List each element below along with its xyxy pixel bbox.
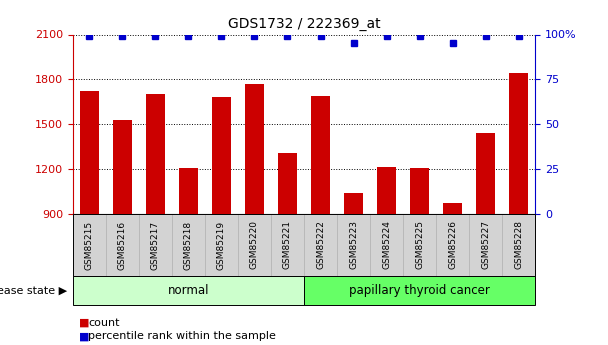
Bar (443, 204, 461, 214)
Text: GSM85216: GSM85216 (118, 220, 127, 269)
Text: GSM85226: GSM85226 (448, 220, 457, 269)
Text: percentile rank within the sample: percentile rank within the sample (88, 332, 276, 341)
Text: GSM85225: GSM85225 (415, 220, 424, 269)
Bar (80, 91, 98, 214)
Text: papillary thyroid cancer: papillary thyroid cancer (349, 284, 490, 297)
Text: ■: ■ (79, 332, 89, 341)
Bar (311, 96, 330, 214)
Text: GSM85220: GSM85220 (250, 220, 259, 269)
Text: GSM85228: GSM85228 (514, 220, 523, 269)
Bar (113, 120, 131, 214)
Text: GSM85219: GSM85219 (217, 220, 226, 269)
Text: count: count (88, 318, 120, 327)
Bar (510, 73, 528, 214)
Bar (278, 152, 297, 214)
Bar (410, 168, 429, 214)
Text: GSM85218: GSM85218 (184, 220, 193, 269)
Text: GSM85227: GSM85227 (481, 220, 490, 269)
Bar (344, 193, 362, 214)
Bar (147, 94, 165, 214)
Text: GSM85223: GSM85223 (349, 220, 358, 269)
Text: normal: normal (168, 284, 209, 297)
Bar (179, 168, 198, 214)
Text: GSM85224: GSM85224 (382, 220, 391, 269)
Text: ■: ■ (79, 318, 89, 327)
Bar (378, 167, 396, 214)
Text: GSM85222: GSM85222 (316, 220, 325, 269)
Text: GSM85221: GSM85221 (283, 220, 292, 269)
Bar (212, 97, 230, 214)
Bar (246, 84, 263, 214)
Text: GSM85217: GSM85217 (151, 220, 160, 269)
Bar (477, 133, 495, 214)
Text: GSM85215: GSM85215 (85, 220, 94, 269)
Text: disease state ▶: disease state ▶ (0, 286, 67, 296)
Title: GDS1732 / 222369_at: GDS1732 / 222369_at (227, 17, 381, 31)
